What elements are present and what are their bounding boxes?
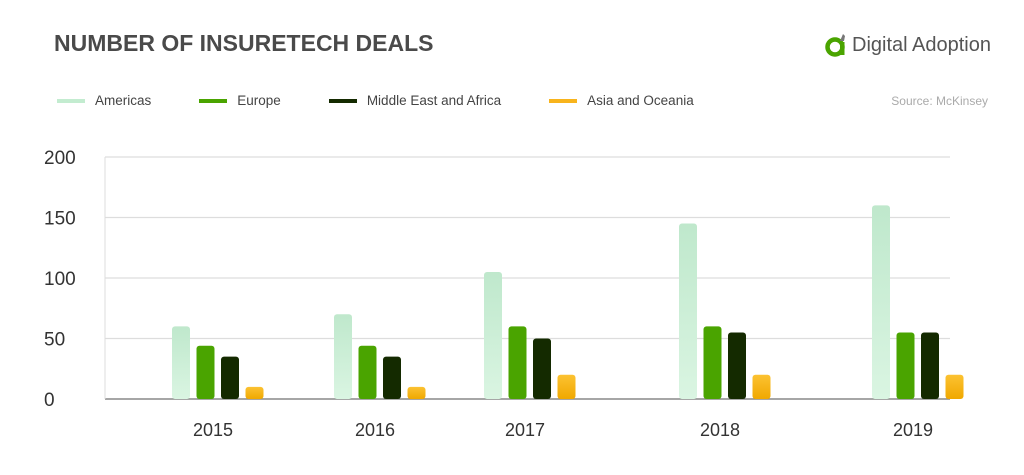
logo-text: Digital Adoption: [852, 33, 991, 56]
bar-americas-2017: [484, 271, 502, 399]
chart-title: NUMBER OF INSURETECH DEALS: [54, 30, 434, 56]
legend-label: Asia and Oceania: [587, 93, 694, 108]
legend-item: Europe: [199, 93, 281, 108]
y-tick-label: 50: [44, 330, 65, 351]
legend-label: Middle East and Africa: [366, 93, 502, 108]
x-tick-label: 2018: [700, 420, 740, 440]
legend-label: Americas: [95, 93, 152, 108]
y-tick-label: 150: [44, 209, 76, 230]
y-tick-label: 200: [44, 148, 76, 169]
legend-item: Americas: [57, 93, 151, 108]
bar-americas-2015: [172, 326, 190, 399]
source-note: Source: McKinsey: [891, 94, 988, 108]
legend-swatch: [549, 98, 578, 103]
legend-swatch: [328, 98, 357, 103]
bar-asia-and-oceania-2015: [245, 386, 264, 399]
y-tick-label: 0: [44, 390, 55, 411]
x-tick-label: 2015: [193, 420, 233, 440]
bar-middle-east-and-africa-2016: [383, 356, 401, 399]
legend-label: Europe: [237, 93, 281, 108]
bar-middle-east-and-africa-2015: [221, 356, 239, 399]
bar-middle-east-and-africa-2017: [533, 338, 551, 399]
bar-europe-2015: [196, 345, 215, 399]
legend-swatch: [199, 98, 228, 103]
x-tick-label: 2017: [505, 420, 545, 440]
bar-europe-2017: [508, 326, 527, 399]
bar-americas-2018: [679, 223, 697, 399]
legend-swatch: [57, 98, 85, 103]
legend-item: Middle East and Africa: [328, 93, 502, 108]
bar-asia-and-oceania-2016: [407, 386, 426, 399]
bar-europe-2019: [896, 332, 915, 399]
bar-asia-and-oceania-2018: [752, 374, 771, 399]
bar-americas-2019: [872, 205, 890, 399]
bar-middle-east-and-africa-2018: [728, 332, 746, 399]
x-tick-label: 2019: [893, 420, 933, 440]
logo: Digital Adoption: [824, 32, 991, 58]
bar-middle-east-and-africa-2019: [921, 332, 939, 399]
bar-europe-2016: [358, 345, 377, 399]
y-tick-label: 100: [44, 269, 76, 290]
bar-americas-2016: [334, 314, 352, 399]
legend: Americas Europe Middle East and Africa Asia…: [57, 93, 742, 108]
logo-icon: [825, 34, 845, 57]
bar-asia-and-oceania-2019: [945, 374, 964, 399]
x-tick-label: 2016: [355, 420, 395, 440]
legend-item: Asia and Oceania: [549, 93, 694, 108]
bar-europe-2018: [703, 326, 722, 399]
bar-asia-and-oceania-2017: [557, 374, 576, 399]
